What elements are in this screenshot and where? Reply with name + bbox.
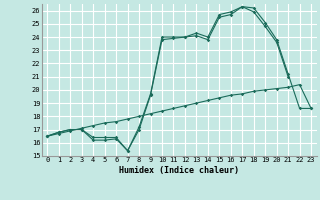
X-axis label: Humidex (Indice chaleur): Humidex (Indice chaleur) bbox=[119, 166, 239, 175]
